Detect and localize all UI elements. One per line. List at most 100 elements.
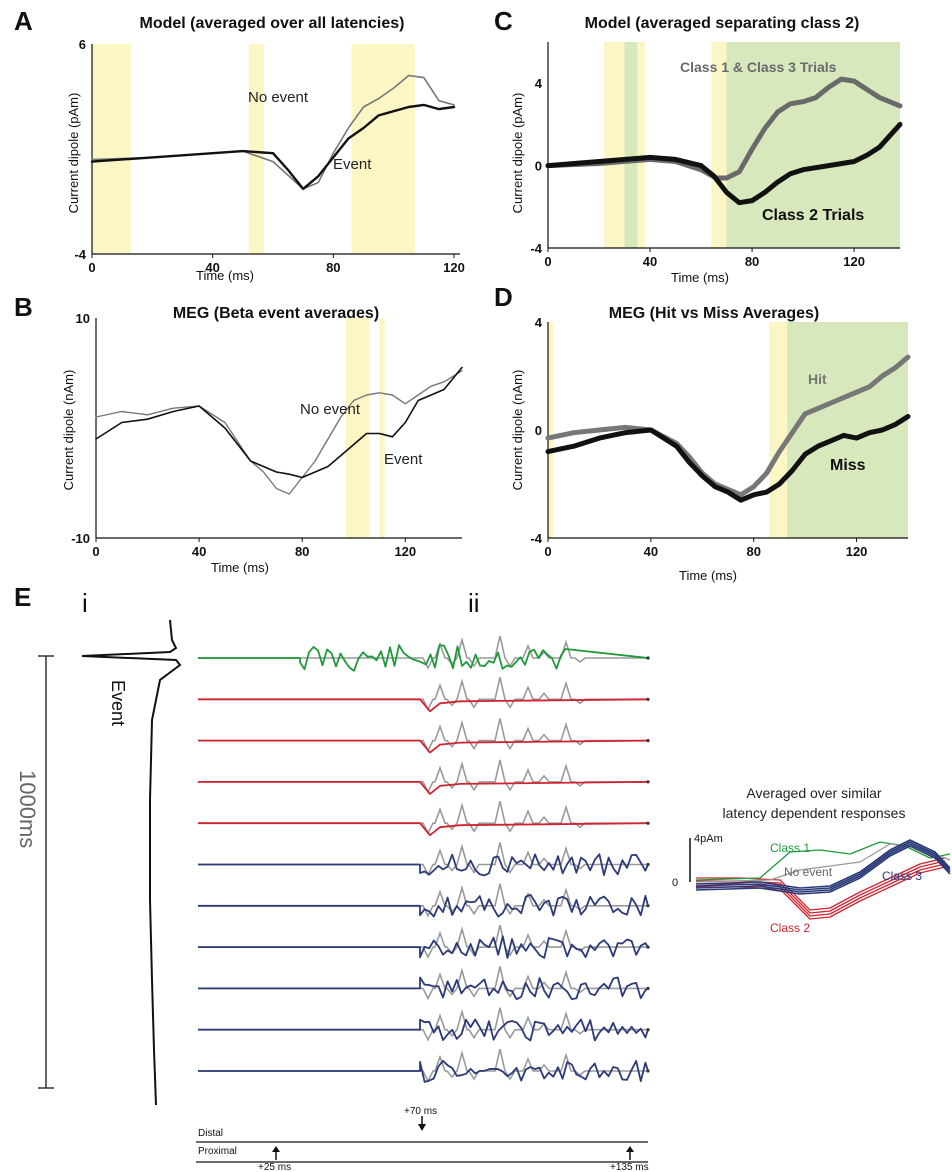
- panel-c-xtick-label: 80: [745, 254, 759, 269]
- trace-red-2: [198, 739, 649, 754]
- panel-a-xtick-label: 80: [326, 260, 340, 275]
- trace-end-dot-1: [646, 697, 650, 701]
- inset: Averaged over similar latency dependent …: [672, 785, 951, 935]
- panel-c-series-class-2-trials: [545, 121, 903, 206]
- trace-red-4: [198, 822, 649, 837]
- panel-d-ytick-label: 4: [535, 315, 543, 330]
- trace-gray-0: [198, 635, 648, 670]
- panel-a-xtick-label: 120: [443, 260, 465, 275]
- trace-blue-10: [198, 1059, 649, 1083]
- panel-b-series-event: [95, 366, 463, 479]
- trace-end-dot-2: [646, 739, 650, 743]
- trace-gray-9: [198, 1007, 648, 1042]
- trace-end-dot-6: [646, 904, 650, 908]
- panel-d-ytick-label: -4: [530, 531, 542, 546]
- inset-class3-curve-0: [695, 839, 951, 889]
- trace-red-3: [198, 781, 649, 795]
- inset-title-line2: latency dependent responses: [723, 805, 906, 821]
- panel-b-yellow-shade-0: [346, 318, 370, 538]
- panel-b-label: B: [14, 292, 33, 322]
- panel-a-yellow-shade-1: [248, 44, 264, 254]
- trace-end-dot-0: [646, 656, 650, 660]
- panel-c-ytick-label: 4: [535, 76, 543, 91]
- panel-c-xtick-label: 40: [643, 254, 657, 269]
- inset-class3-curve-2: [695, 843, 951, 893]
- panel-e-sub-ii: ii: [468, 588, 480, 618]
- panel-d-series-miss: [545, 414, 911, 503]
- panel-a-xtick-label: 0: [88, 260, 95, 275]
- panel-d-yellow-shade-1: [769, 322, 788, 538]
- trace-blue-6: [198, 893, 649, 918]
- panel-d-xtick-label: 40: [644, 544, 658, 559]
- panel-b: B MEG (Beta event averages) 0 40 80 120 10 -1…: [14, 292, 463, 575]
- trace-blue-9: [198, 1018, 649, 1042]
- panel-d-ylabel: Current dipole (nAm): [510, 370, 525, 491]
- panel-c-xtick-label: 120: [843, 254, 865, 269]
- panel-b-ylabel: Current dipole (nAm): [61, 370, 76, 491]
- trace-gray-2: [198, 718, 648, 753]
- inset-class1-curve: [695, 841, 951, 881]
- svg-text:+25 ms: +25 ms: [258, 1162, 291, 1172]
- trace-end-dot-10: [646, 1069, 650, 1073]
- trace-blue-7: [198, 935, 649, 959]
- trace-blue-8: [198, 976, 649, 1001]
- panel-d-label: D: [494, 282, 513, 312]
- panel-a-event-label: Event: [333, 156, 372, 173]
- panel-a-xlabel: Time (ms): [196, 268, 254, 283]
- trace-end-dot-3: [646, 780, 650, 784]
- panel-b-event-label: Event: [384, 451, 423, 468]
- svg-text:+135 ms: +135 ms: [610, 1162, 649, 1172]
- panel-c-xtick-label: 0: [544, 254, 551, 269]
- panel-d-hit-label: Hit: [808, 371, 827, 387]
- panel-c-label: C: [494, 6, 513, 36]
- panel-a: A Model (averaged over all latencies) 0 4…: [14, 6, 465, 283]
- panel-a-ytick-label: 6: [79, 37, 86, 52]
- panel-d-green-shade-0: [787, 322, 908, 538]
- panel-c: C Model (averaged separating class 2) 0 4…: [494, 6, 903, 285]
- panel-c-xlabel: Time (ms): [671, 270, 729, 285]
- panel-d: D MEG (Hit vs Miss Averages) 0 40 80 12040-…: [494, 282, 911, 583]
- inset-scale-label: 4pAm: [694, 833, 723, 845]
- trace-stack: [198, 635, 650, 1083]
- panel-d-xlabel: Time (ms): [679, 568, 737, 583]
- inset-class3-curve-1: [695, 841, 951, 891]
- trace-end-dot-8: [646, 986, 650, 991]
- proximal-label: Proximal: [198, 1146, 237, 1157]
- panel-a-label: A: [14, 6, 33, 36]
- inset-no-event-label: No event: [784, 865, 833, 879]
- scale-bar-label: 1000ms: [15, 770, 40, 848]
- event-waveform: [81, 619, 182, 1106]
- trace-end-dot-4: [646, 821, 650, 825]
- panel-b-yellow-shade-1: [379, 318, 385, 538]
- panel-c-yellow-shade-1: [711, 42, 727, 248]
- panel-a-yellow-shade-0: [92, 44, 132, 254]
- distal-label: Distal: [198, 1128, 223, 1139]
- svg-text:+70 ms: +70 ms: [404, 1106, 437, 1117]
- trace-green-0: [198, 644, 649, 672]
- trace-end-dot-5: [646, 862, 650, 867]
- trace-gray-7: [198, 924, 648, 959]
- panel-d-xtick-label: 80: [746, 544, 760, 559]
- panel-b-xlabel: Time (ms): [211, 560, 269, 575]
- inset-class2-label: Class 2: [770, 921, 810, 935]
- trace-gray-5: [198, 842, 648, 877]
- panel-d-miss-label: Miss: [830, 457, 866, 474]
- panel-c-class2-label: Class 2 Trials: [762, 207, 864, 224]
- panel-b-xtick-label: 0: [92, 544, 99, 559]
- panel-a-no-event-label: No event: [248, 89, 309, 106]
- panel-a-title: Model (averaged over all latencies): [140, 15, 405, 32]
- inset-class1-label: Class 1: [770, 841, 810, 855]
- panel-c-class13-label: Class 1 & Class 3 Trials: [680, 59, 837, 75]
- inset-class3-curve-3: [695, 845, 951, 895]
- panel-a-yellow-shade-2: [351, 44, 415, 254]
- panel-c-ytick-label: -4: [530, 241, 542, 256]
- panel-b-ytick-label: 10: [76, 311, 90, 326]
- panel-d-xtick-label: 0: [544, 544, 551, 559]
- panel-b-no-event-label: No event: [300, 401, 361, 418]
- panel-b-xtick-label: 120: [394, 544, 416, 559]
- panel-d-title: MEG (Hit vs Miss Averages): [609, 305, 819, 322]
- trace-end-dot-7: [646, 945, 650, 949]
- panel-d-ytick-label: 0: [535, 423, 542, 438]
- panel-d-xtick-label: 120: [846, 544, 868, 559]
